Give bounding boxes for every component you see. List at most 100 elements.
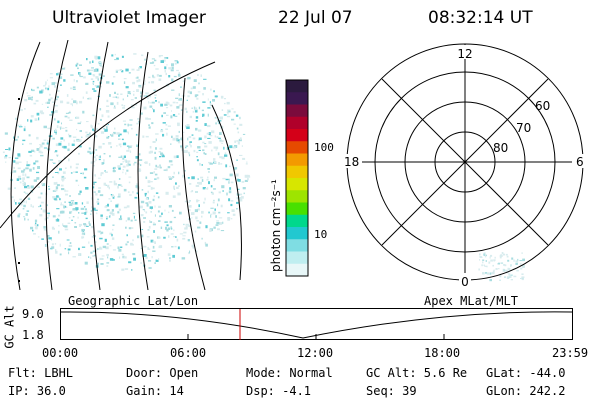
emission-speckle xyxy=(27,186,30,189)
emission-speckle xyxy=(106,99,109,103)
emission-speckle xyxy=(24,217,26,221)
emission-speckle xyxy=(72,202,75,205)
emission-speckle xyxy=(499,256,502,259)
emission-speckle xyxy=(141,54,144,57)
emission-speckle xyxy=(93,156,96,159)
emission-speckle xyxy=(84,261,88,265)
emission-speckle xyxy=(154,262,156,264)
emission-speckle xyxy=(498,262,500,265)
emission-speckle xyxy=(133,215,135,219)
emission-speckle xyxy=(116,101,119,105)
emission-speckle xyxy=(207,107,211,109)
emission-speckle xyxy=(154,241,156,244)
emission-speckle xyxy=(70,165,72,169)
emission-speckle xyxy=(176,238,179,242)
emission-speckle xyxy=(8,157,12,159)
emission-speckle xyxy=(55,186,59,190)
emission-speckle xyxy=(70,74,74,76)
emission-speckle xyxy=(208,141,212,144)
emission-speckle xyxy=(54,85,57,88)
emission-speckle xyxy=(218,191,221,194)
emission-speckle xyxy=(155,68,159,70)
emission-speckle xyxy=(197,208,200,211)
emission-speckle xyxy=(198,139,201,141)
emission-speckle xyxy=(184,107,187,111)
emission-speckle xyxy=(149,206,153,209)
emission-speckle xyxy=(107,256,109,259)
emission-speckle xyxy=(139,205,143,209)
emission-speckle xyxy=(197,226,201,229)
emission-speckle xyxy=(226,115,231,118)
emission-speckle xyxy=(91,197,93,200)
emission-speckle xyxy=(92,161,96,163)
emission-speckle xyxy=(22,180,25,183)
emission-speckle xyxy=(170,104,172,107)
emission-speckle xyxy=(102,245,106,249)
emission-speckle xyxy=(153,222,155,225)
emission-speckle xyxy=(232,146,236,149)
emission-speckle xyxy=(149,146,152,149)
emission-speckle xyxy=(60,73,63,75)
emission-speckle xyxy=(100,231,104,234)
emission-speckle xyxy=(95,149,98,151)
emission-speckle xyxy=(145,256,148,259)
emission-speckle xyxy=(94,174,96,177)
emission-speckle xyxy=(21,109,23,112)
emission-speckle xyxy=(79,75,83,78)
emission-speckle xyxy=(112,170,116,173)
emission-speckle xyxy=(31,99,33,101)
emission-speckle xyxy=(208,132,211,136)
emission-speckle xyxy=(34,219,38,223)
emission-speckle xyxy=(13,160,16,163)
emission-speckle xyxy=(111,259,115,261)
emission-speckle xyxy=(148,201,152,204)
emission-speckle xyxy=(187,239,190,242)
emission-speckle xyxy=(32,167,35,170)
emission-speckle xyxy=(75,209,78,212)
emission-speckle xyxy=(128,146,132,148)
emission-speckle xyxy=(96,128,99,131)
emission-speckle xyxy=(27,197,31,200)
emission-speckle xyxy=(173,216,176,219)
emission-speckle xyxy=(169,220,173,224)
emission-speckle xyxy=(49,77,53,79)
emission-speckle xyxy=(53,81,57,84)
emission-speckle xyxy=(111,194,114,197)
emission-speckle xyxy=(187,76,191,80)
colorbar-gradient xyxy=(286,80,308,277)
emission-speckle xyxy=(49,114,53,116)
emission-speckle xyxy=(158,245,162,249)
emission-speckle xyxy=(210,88,212,91)
emission-speckle xyxy=(219,132,222,135)
emission-speckle xyxy=(109,94,111,97)
emission-speckle xyxy=(191,190,194,192)
emission-speckle xyxy=(120,185,123,187)
emission-speckle xyxy=(95,154,99,157)
emission-speckle xyxy=(177,139,180,141)
emission-speckle xyxy=(18,161,22,163)
emission-speckle xyxy=(140,91,142,95)
emission-speckle xyxy=(128,261,132,264)
emission-speckle xyxy=(55,98,58,101)
emission-speckle xyxy=(89,256,92,259)
emission-speckle xyxy=(176,106,180,109)
emission-speckle xyxy=(104,238,107,242)
emission-speckle xyxy=(48,185,50,188)
emission-speckle xyxy=(515,260,519,263)
emission-speckle xyxy=(520,267,523,270)
ip-info: IP: 36.0 xyxy=(8,384,66,398)
emission-speckle xyxy=(81,202,84,205)
emission-speckle xyxy=(140,112,143,115)
emission-speckle xyxy=(99,155,101,159)
emission-speckle xyxy=(151,256,153,259)
emission-speckle xyxy=(127,191,130,193)
emission-speckle xyxy=(38,206,40,208)
emission-speckle xyxy=(196,156,198,158)
emission-speckle xyxy=(7,187,11,190)
emission-speckle xyxy=(156,74,159,77)
emission-speckle xyxy=(56,218,59,220)
emission-speckle xyxy=(127,91,131,94)
emission-speckle xyxy=(239,154,243,156)
colorbar-band xyxy=(286,178,308,191)
emission-speckle xyxy=(82,110,85,114)
